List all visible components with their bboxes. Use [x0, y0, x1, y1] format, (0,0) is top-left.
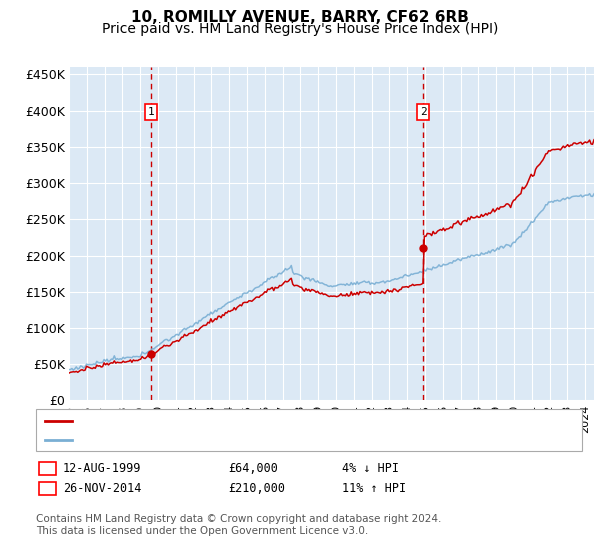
Text: 1: 1 — [148, 107, 155, 117]
Text: 10, ROMILLY AVENUE, BARRY, CF62 6RB: 10, ROMILLY AVENUE, BARRY, CF62 6RB — [131, 10, 469, 25]
Text: HPI: Average price, semi-detached house, Vale of Glamorgan: HPI: Average price, semi-detached house,… — [77, 434, 437, 447]
Text: 11% ↑ HPI: 11% ↑ HPI — [342, 482, 406, 495]
Text: 1: 1 — [44, 464, 51, 474]
Text: 4% ↓ HPI: 4% ↓ HPI — [342, 462, 399, 475]
Text: 2: 2 — [44, 483, 51, 493]
Text: £210,000: £210,000 — [228, 482, 285, 495]
Text: 10, ROMILLY AVENUE, BARRY, CF62 6RB (semi-detached house): 10, ROMILLY AVENUE, BARRY, CF62 6RB (sem… — [77, 415, 451, 428]
Text: Contains HM Land Registry data © Crown copyright and database right 2024.
This d: Contains HM Land Registry data © Crown c… — [36, 514, 442, 536]
Text: 12-AUG-1999: 12-AUG-1999 — [63, 462, 142, 475]
Text: £64,000: £64,000 — [228, 462, 278, 475]
Text: 26-NOV-2014: 26-NOV-2014 — [63, 482, 142, 495]
Text: 2: 2 — [420, 107, 427, 117]
Text: Price paid vs. HM Land Registry's House Price Index (HPI): Price paid vs. HM Land Registry's House … — [102, 22, 498, 36]
